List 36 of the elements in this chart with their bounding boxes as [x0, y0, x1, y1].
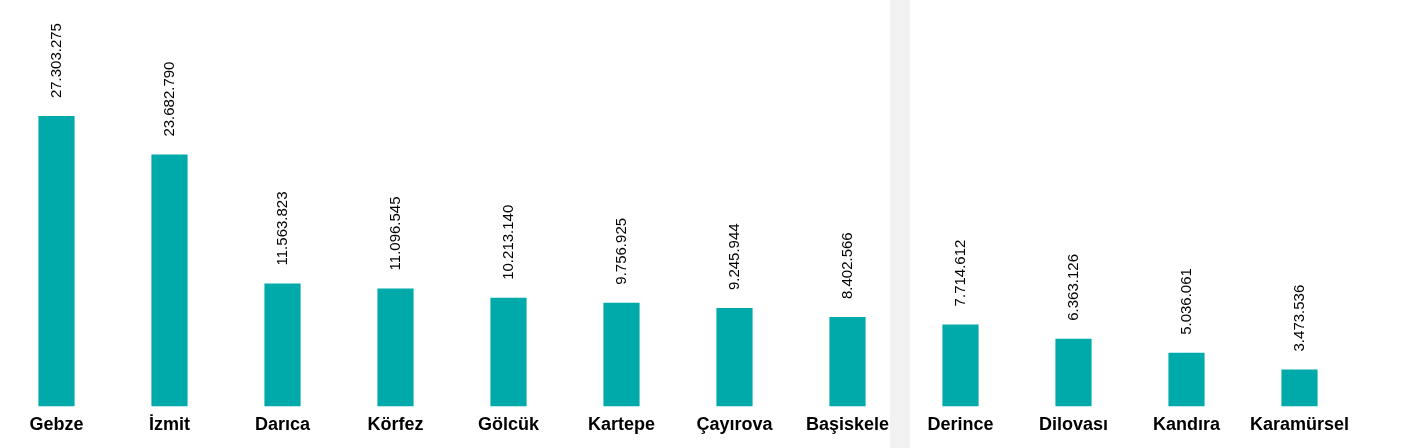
data-label: 6.363.126 — [1063, 254, 1081, 321]
data-label: 8.402.566 — [837, 232, 855, 300]
data-label: 11.096.545 — [385, 196, 403, 271]
bar — [1168, 352, 1205, 407]
data-label: 23.682.790 — [159, 61, 177, 137]
data-label: 10.213.140 — [498, 204, 516, 280]
x-tick-label: Derince — [927, 414, 994, 435]
x-tick-label: Kartepe — [587, 414, 656, 435]
data-label: 5.036.061 — [1176, 268, 1194, 335]
x-tick-label: İzmit — [148, 414, 191, 435]
x-tick-label: Çayırova — [696, 414, 774, 435]
bar — [603, 302, 640, 407]
x-tick-label: Karamürsel — [1249, 414, 1350, 435]
data-label: 27.303.275 — [46, 23, 64, 99]
bar — [1055, 338, 1092, 407]
x-tick-label: Gebze — [29, 414, 84, 435]
bar — [490, 297, 527, 407]
data-label: 3.473.536 — [1289, 284, 1307, 352]
data-label: 9.756.925 — [611, 217, 629, 285]
data-label: 9.245.944 — [724, 223, 742, 291]
bar — [716, 308, 753, 407]
x-tick-label: Dilovası — [1038, 414, 1109, 435]
bar — [942, 324, 979, 407]
bar — [377, 288, 414, 407]
data-label: 7.714.612 — [950, 239, 968, 307]
x-tick-label: Darıca — [254, 414, 311, 435]
x-tick-label: Kandıra — [1152, 414, 1221, 435]
bar — [264, 283, 301, 407]
x-tick-label: Başiskele — [805, 414, 890, 435]
data-label: 11.563.823 — [272, 191, 290, 266]
bar — [38, 116, 75, 407]
x-tick-label: Gölcük — [477, 414, 540, 435]
bar — [151, 154, 188, 407]
x-tick-label: Körfez — [367, 414, 424, 435]
bar — [1281, 369, 1318, 407]
bar — [829, 317, 866, 407]
